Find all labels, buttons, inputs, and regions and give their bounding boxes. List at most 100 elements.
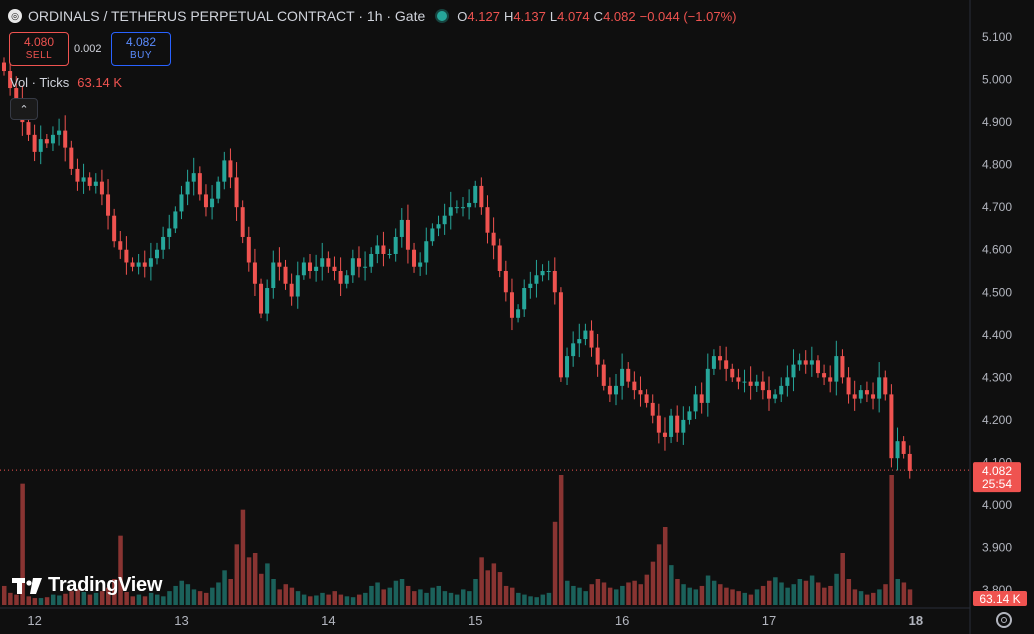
- volume-bar: [8, 592, 13, 605]
- volume-bar: [314, 595, 319, 605]
- candle-body: [473, 185, 478, 203]
- low-value: 4.074: [557, 8, 590, 24]
- tradingview-logo[interactable]: TradingView: [12, 574, 162, 597]
- candle-body: [50, 134, 55, 144]
- candle-body: [197, 173, 202, 195]
- buy-button[interactable]: 4.082 BUY: [111, 32, 171, 66]
- volume-bar: [546, 592, 552, 605]
- volume-bar: [742, 592, 748, 605]
- volume-bar: [650, 561, 656, 605]
- volume-bar: [552, 521, 558, 605]
- volume-bar: [669, 565, 674, 605]
- candle-body: [44, 139, 49, 144]
- volume-bar: [106, 587, 111, 605]
- candle-body: [277, 262, 282, 267]
- volume-bar: [871, 592, 876, 605]
- volume-bar: [63, 593, 68, 605]
- volume-bar: [87, 594, 93, 605]
- candle-body: [356, 258, 361, 267]
- ohlc-legend: O4.127 H4.137 L4.074 C4.082 −0.044 (−1.0…: [457, 8, 737, 24]
- candle-body: [693, 394, 698, 412]
- volume-bar: [430, 587, 435, 605]
- candle-body: [320, 258, 325, 267]
- volume-bar: [638, 584, 643, 605]
- candle-body: [8, 71, 13, 89]
- candle-body: [828, 377, 833, 382]
- volume-bar: [479, 557, 484, 605]
- candle-body: [558, 292, 563, 378]
- candle-body: [773, 394, 778, 399]
- candle-body: [234, 177, 239, 208]
- candle-body: [803, 360, 808, 365]
- gear-icon[interactable]: [996, 612, 1012, 628]
- time-axis[interactable]: 12 13 14 15 16 17 18: [27, 613, 923, 628]
- price-axis[interactable]: 5.100 5.000 4.900 4.800 4.700 4.600 4.500 4.400…: [973, 30, 1027, 606]
- candle-body: [509, 292, 514, 318]
- candle-body: [846, 377, 851, 395]
- candle-body: [191, 173, 196, 182]
- candle-body: [412, 249, 417, 267]
- volume-bar: [779, 582, 784, 605]
- volume-bar: [601, 582, 607, 605]
- candle-body: [479, 185, 484, 208]
- chart-header: ◎ ORDINALS / TETHERUS PERPETUAL CONTRACT…: [8, 6, 736, 26]
- candle-body: [528, 283, 533, 289]
- candle-body: [418, 262, 423, 267]
- volume-bar: [858, 591, 864, 605]
- market-open-icon: [437, 11, 448, 21]
- candle-body: [895, 441, 900, 459]
- price-tick-label: 4.800: [982, 158, 1012, 172]
- volume-legend[interactable]: Vol · Ticks 63.14 K: [10, 75, 122, 90]
- volume-bar: [369, 585, 374, 605]
- candle-body: [730, 368, 735, 378]
- volume-bar: [840, 553, 845, 605]
- sell-price: 4.080: [23, 35, 55, 49]
- candle-body: [785, 377, 790, 386]
- volume-bar: [356, 594, 362, 605]
- volume-bar: [142, 596, 148, 605]
- candle-body: [314, 266, 319, 271]
- candle-body: [699, 394, 704, 403]
- candle-body: [271, 262, 276, 289]
- candle-body: [522, 288, 527, 310]
- chevron-up-icon[interactable]: ⌃: [10, 98, 38, 120]
- sell-button[interactable]: 4.080 SELL: [9, 32, 69, 66]
- candle-body: [375, 245, 380, 254]
- candle-body: [173, 211, 178, 229]
- tradingview-logo-text: TradingView: [48, 574, 163, 596]
- candle-body: [148, 258, 153, 267]
- price-tick-label: 4.600: [982, 243, 1012, 257]
- high-value: 4.137: [513, 8, 546, 24]
- time-tick-label: 18: [909, 613, 923, 628]
- candle-body: [840, 356, 845, 378]
- volume-bar: [412, 591, 417, 605]
- candle-body: [534, 275, 539, 284]
- candle-body: [240, 207, 245, 237]
- volume-bar: [393, 580, 399, 605]
- volume-bar: [509, 587, 515, 605]
- volume-bar: [112, 579, 117, 605]
- candle-body: [142, 262, 147, 267]
- volume-bar: [375, 582, 380, 605]
- candle-body: [571, 343, 576, 357]
- volume-bar: [467, 591, 472, 605]
- candle-body: [815, 360, 820, 374]
- volume-bar: [301, 594, 307, 605]
- candle-body: [252, 262, 257, 284]
- candle-body: [877, 377, 882, 399]
- volume-bar: [44, 597, 50, 605]
- volume-bar: [516, 592, 521, 605]
- symbol-title[interactable]: ORDINALS / TETHERUS PERPETUAL CONTRACT ·…: [28, 8, 426, 24]
- candle-body: [589, 330, 594, 348]
- candle-body: [63, 130, 68, 148]
- candle-body: [436, 224, 441, 229]
- volume-bar: [387, 587, 393, 605]
- volume-bar: [852, 589, 858, 605]
- volume-bar: [20, 483, 25, 605]
- volume-bar: [828, 585, 833, 605]
- candle-body: [350, 258, 355, 276]
- volume-bar: [736, 591, 741, 605]
- volume-bar: [363, 592, 368, 605]
- candle-body: [883, 377, 888, 395]
